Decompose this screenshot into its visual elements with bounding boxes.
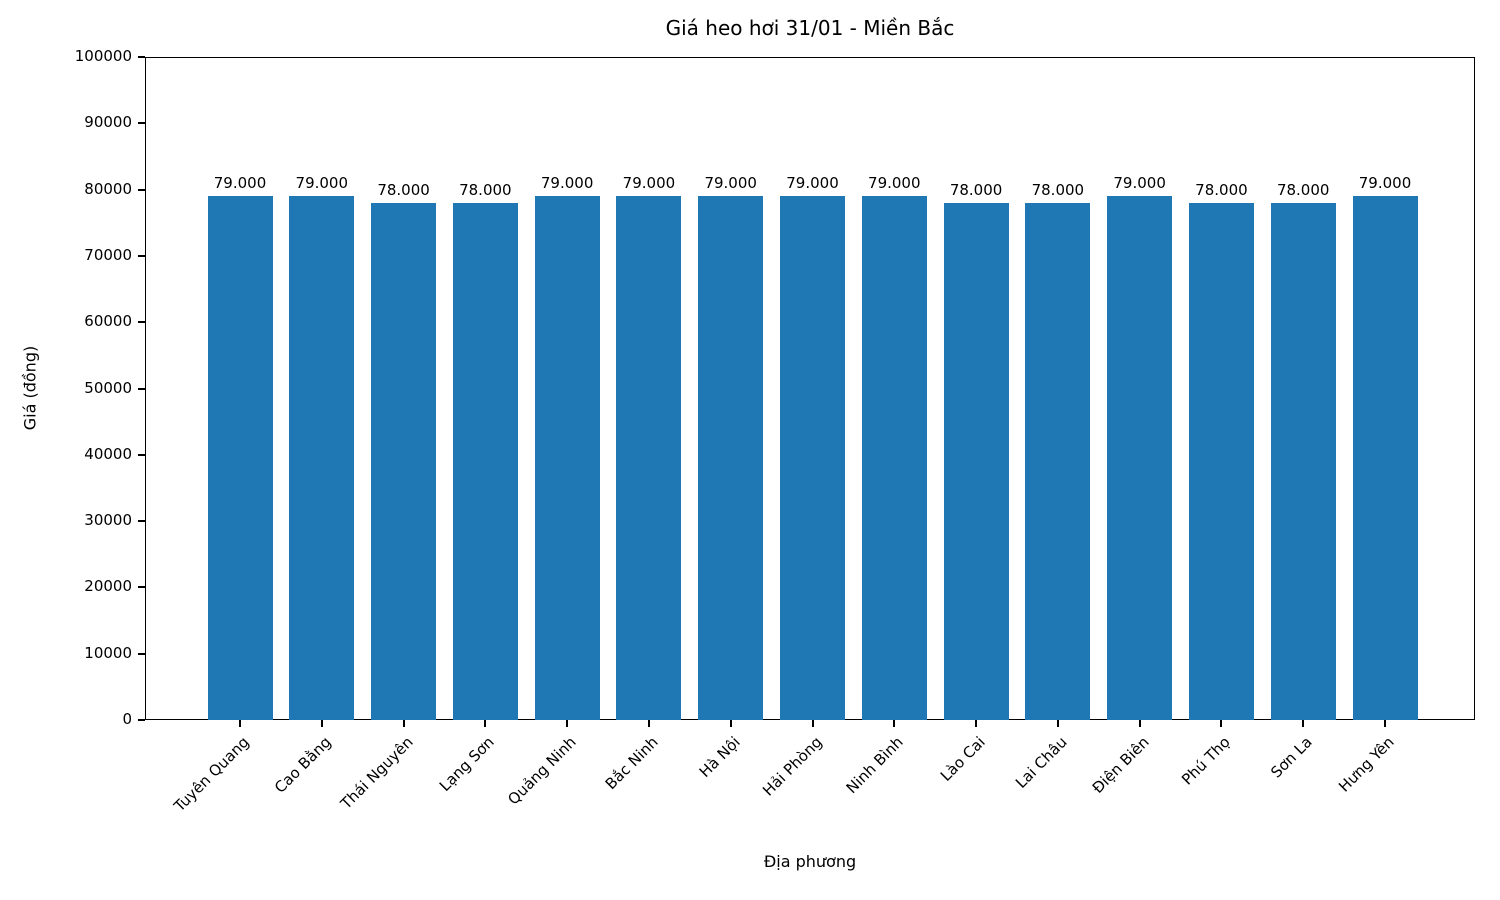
bar-value-label: 79.000 [295,174,349,193]
x-tick-mark [402,720,405,727]
x-tick-mark [1302,720,1305,727]
bar [1352,196,1418,720]
bar-value-label: 78.000 [459,180,512,199]
chart-title: Giá heo hơi 31/01 - Miền Bắc [665,16,955,40]
y-tick-mark [138,387,145,390]
bar [698,196,764,720]
x-tick-mark [239,720,241,727]
bar [534,196,600,720]
x-tick-mark [893,720,896,727]
bar-value-label: 79.000 [868,174,921,193]
y-tick-label: 70000 [84,245,132,264]
y-tick-mark [138,122,145,125]
x-tick-mark [484,720,487,727]
bar [861,196,927,720]
y-tick-label: 0 [122,710,132,728]
bar [207,196,273,720]
y-tick-label: 10000 [84,643,132,662]
y-tick-label: 90000 [84,113,132,132]
bar-value-label: 79.000 [1358,174,1412,193]
x-tick-mark [1220,720,1223,727]
bar [1025,202,1091,720]
bar-value-label: 79.000 [704,174,757,193]
x-tick-mark [1384,720,1386,727]
y-tick-mark [138,188,145,191]
y-tick-mark [138,56,145,58]
y-tick-label: 80000 [84,179,132,198]
bar-value-label: 79.000 [622,174,676,193]
y-tick-mark [138,453,145,456]
bar-value-label: 78.000 [1276,180,1330,199]
y-tick-mark [138,719,145,721]
x-tick-mark [811,720,814,727]
bar-value-label: 78.000 [1031,180,1085,199]
bar [289,196,355,720]
y-tick-label: 40000 [84,444,132,463]
bar-value-label: 79.000 [1113,174,1166,193]
x-tick-mark [320,720,323,727]
bar [371,202,437,720]
y-tick-mark [138,652,145,655]
x-tick-mark [566,720,569,727]
x-axis-label: Địa phương [763,852,857,871]
bar [1107,196,1173,720]
y-tick-label: 50000 [84,378,132,397]
y-tick-mark [138,520,145,523]
bar-value-label: 79.000 [213,174,267,193]
bar-value-label: 78.000 [1195,180,1248,199]
bar [1188,202,1254,720]
bar [452,202,518,720]
x-tick-mark [1056,720,1059,727]
x-tick-mark [975,720,978,727]
bar-value-label: 79.000 [540,174,594,193]
y-tick-mark [138,254,145,257]
bar-value-label: 78.000 [377,180,430,199]
y-tick-label: 100000 [74,47,132,65]
bar [616,196,682,720]
y-tick-label: 20000 [84,577,132,596]
y-tick-mark [138,586,145,589]
y-tick-label: 60000 [84,312,132,331]
bar [943,202,1009,720]
x-tick-mark [729,720,732,727]
y-tick-mark [138,321,145,324]
y-tick-label: 30000 [84,511,132,530]
bar [780,196,845,720]
bar-value-label: 79.000 [786,174,839,193]
x-tick-mark [1138,720,1141,727]
x-tick-mark [647,720,650,727]
bar-value-label: 78.000 [949,180,1003,199]
bar [1270,202,1336,720]
